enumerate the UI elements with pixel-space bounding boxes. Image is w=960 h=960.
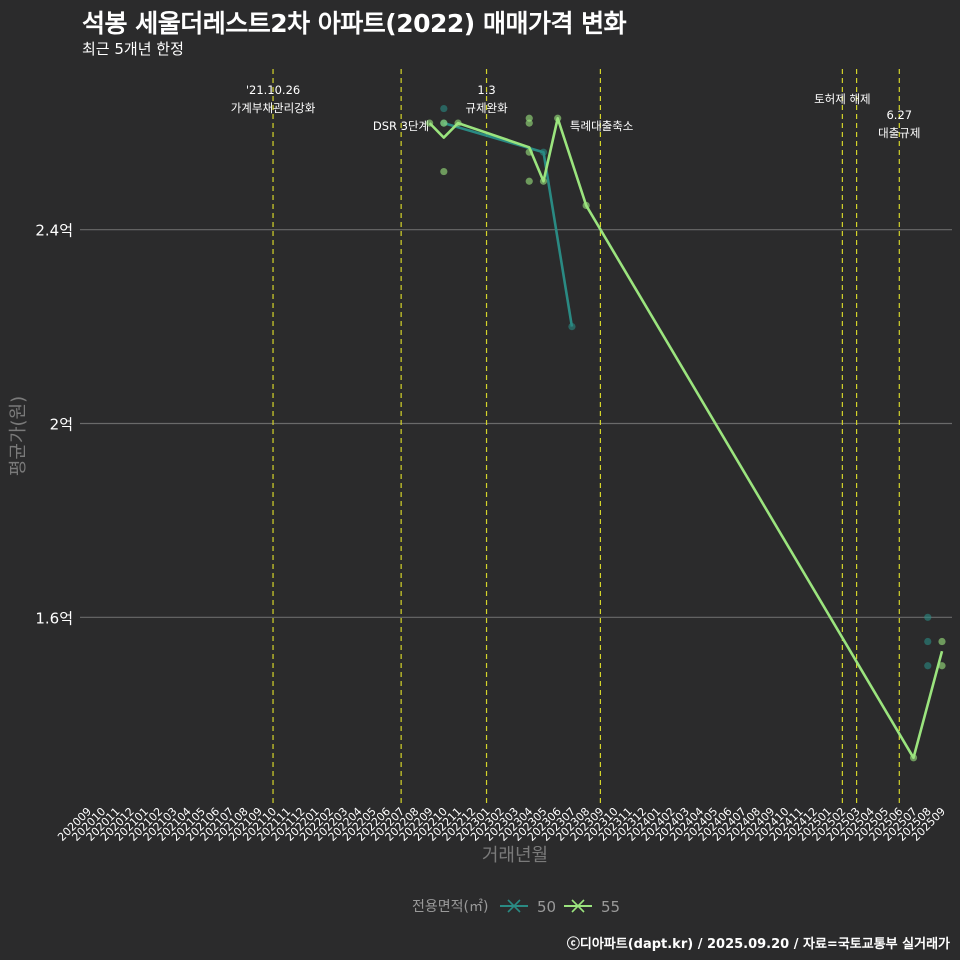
legend-item-50: 50 xyxy=(500,898,556,916)
policy-annotation-text: 토허제 해제 xyxy=(814,92,871,106)
data-point xyxy=(554,114,562,122)
legend-cross-swatch xyxy=(507,899,521,913)
data-point xyxy=(440,104,448,113)
legend-item-55: 55 xyxy=(564,898,620,916)
legend: 전용면적(㎡) 50 55 xyxy=(412,898,620,916)
data-point xyxy=(525,177,533,185)
data-point xyxy=(525,148,533,156)
data-point xyxy=(582,201,590,210)
data-point xyxy=(440,167,448,176)
source-caption: ⓒ디아파트(dapt.kr) / 2025.09.20 / 자료=국토교통부 실… xyxy=(566,937,950,952)
data-point xyxy=(924,662,932,670)
data-point xyxy=(454,119,462,127)
data-point xyxy=(440,119,448,127)
y-axis-label: 평균가(원) xyxy=(8,396,29,476)
series-layer xyxy=(426,104,946,762)
data-point xyxy=(525,119,533,127)
y-tick-label: 2억 xyxy=(50,416,73,434)
data-point xyxy=(924,613,932,621)
series-line-50 xyxy=(443,121,574,327)
series-55 xyxy=(426,114,946,762)
y-gridlines xyxy=(80,229,952,618)
policy-annotation-text: 6.27 xyxy=(886,108,912,122)
y-tick-label: 2.4억 xyxy=(35,222,73,240)
policy-annotation-text: DSR 3단계 xyxy=(373,119,429,133)
policy-annotation-text: '21.10.26 xyxy=(246,83,300,97)
data-point xyxy=(568,323,576,331)
policy-event-lines xyxy=(272,69,900,805)
data-point xyxy=(909,754,918,762)
y-tick-label: 1.6억 xyxy=(35,609,73,627)
data-point xyxy=(539,148,548,156)
data-point xyxy=(938,662,946,670)
legend-label: 55 xyxy=(601,898,620,916)
policy-annotation-text: 1.3 xyxy=(477,83,495,97)
data-point xyxy=(539,177,548,185)
data-point xyxy=(426,119,434,127)
legend-label: 50 xyxy=(537,898,556,916)
series-line-55 xyxy=(428,117,944,760)
policy-annotation-text: 특례대출축소 xyxy=(570,119,633,133)
x-axis-label: 거래년월 xyxy=(482,845,548,866)
chart-title: 석봉 세울더레스트2차 아파트(2022) 매매가격 변화 xyxy=(82,9,627,38)
series-50 xyxy=(440,104,932,670)
policy-annotation-text: 규제완화 xyxy=(465,101,508,115)
legend-cross-swatch xyxy=(571,899,585,913)
legend-title: 전용면적(㎡) xyxy=(412,899,488,915)
policy-annotation-text: 가계부채관리강화 xyxy=(231,101,316,115)
axis-ticks: 1.6억2억2.4억202009202010202011202012202101… xyxy=(35,222,948,844)
chart-subtitle: 최근 5개년 한정 xyxy=(82,40,184,58)
data-point xyxy=(938,637,946,646)
policy-annotation-text: 대출규제 xyxy=(878,126,920,140)
data-point xyxy=(924,637,932,646)
